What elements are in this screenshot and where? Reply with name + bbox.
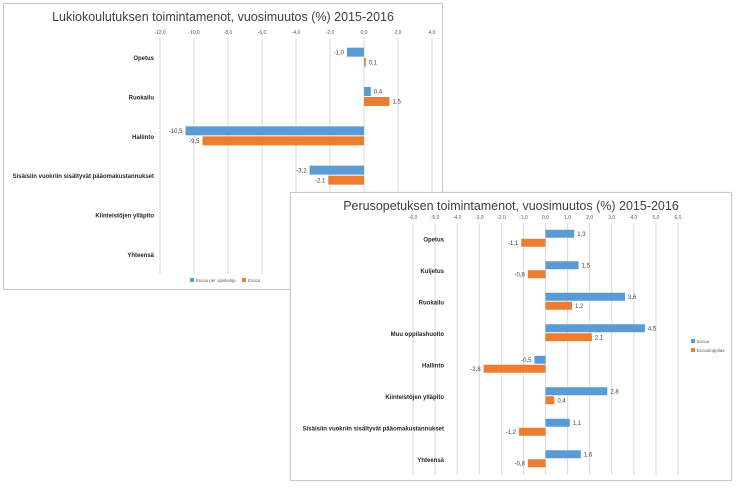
bar-orange xyxy=(527,459,546,468)
data-label: -0,8 xyxy=(514,461,525,467)
x-tick-label: 4,0 xyxy=(429,30,436,36)
data-label: -0,5 xyxy=(521,358,532,364)
bar-blue xyxy=(185,126,364,136)
x-tick-label: -5,0 xyxy=(431,215,440,221)
data-label: 1,5 xyxy=(393,100,402,106)
data-label: -10,5 xyxy=(169,129,183,135)
bar-blue xyxy=(364,87,371,96)
data-label: 1,6 xyxy=(584,452,593,458)
category-label: Yhteensä xyxy=(127,253,154,259)
data-label: -1,0 xyxy=(334,50,345,56)
data-label: 1,3 xyxy=(577,232,586,238)
bar-blue xyxy=(545,229,575,238)
x-tick-label: -8,0 xyxy=(224,30,233,36)
bar-orange xyxy=(483,364,546,373)
data-label: -1,1 xyxy=(508,241,519,247)
category-label: Sisäisiin vuokriin sisältyvät pääomakust… xyxy=(303,426,444,432)
data-label: 1,1 xyxy=(573,421,582,427)
x-tick-label: -6,0 xyxy=(258,30,267,36)
x-tick-label: 1,0 xyxy=(564,215,571,221)
data-label: 0,1 xyxy=(369,60,378,66)
x-tick-label: 4,0 xyxy=(630,215,637,221)
x-tick-label: 2,0 xyxy=(395,30,402,36)
chart-plot-perusopetus: -6,0 -5,0 -4,0 -3,0 -2,0 -1,0 0,0 1,0 2,0 3,0 4,0 5… xyxy=(303,215,725,475)
bar-orange xyxy=(519,427,546,436)
bar-orange xyxy=(521,238,546,247)
data-label: -1,2 xyxy=(506,430,517,436)
x-tick-label: -6,0 xyxy=(409,215,418,221)
bar-blue xyxy=(545,261,579,270)
bar-blue xyxy=(534,355,546,364)
bar-orange xyxy=(328,175,364,185)
x-tick-label: 0,0 xyxy=(361,30,368,36)
bar-blue xyxy=(545,418,570,427)
category-label: Ruokailu xyxy=(129,96,155,102)
bar-orange xyxy=(545,333,592,342)
x-tick-label: 5,0 xyxy=(652,215,659,221)
bar-blue xyxy=(545,387,608,396)
category-label: Muu oppilashuolto xyxy=(391,332,445,338)
bar-blue xyxy=(545,324,645,333)
chart-title: Lukiokoulutuksen toimintamenot, vuosimuu… xyxy=(52,10,394,24)
x-tick-label: -12,0 xyxy=(154,30,166,36)
bar-orange xyxy=(202,136,364,146)
x-tick-label: -3,0 xyxy=(475,215,484,221)
legend-label: Euroa xyxy=(697,339,710,344)
category-label: Kiinteistöjen ylläpito xyxy=(385,395,444,401)
legend-label: Euroa/oppilas xyxy=(697,348,725,353)
x-tick-label: -2,0 xyxy=(326,30,335,36)
data-label: -2,1 xyxy=(315,178,326,184)
category-label: Ruokailu xyxy=(419,300,445,306)
x-tick-label: -1,0 xyxy=(519,215,528,221)
data-label: -3,2 xyxy=(296,168,307,174)
legend-swatch xyxy=(242,278,246,282)
bar-blue xyxy=(545,292,625,301)
bar-orange xyxy=(527,270,546,279)
data-label: 4,5 xyxy=(648,326,657,332)
chart-lukiokoulutus: Lukiokoulutuksen toimintamenot, vuosimuu… xyxy=(3,3,443,290)
bar-blue xyxy=(545,450,581,459)
legend-label: Euroa per opiskelija xyxy=(196,278,236,283)
category-label: Opetus xyxy=(133,56,154,62)
bar-orange xyxy=(545,301,572,310)
category-label: Hallinto xyxy=(422,363,444,369)
bar-blue xyxy=(347,47,364,57)
data-label: 3,6 xyxy=(628,295,637,301)
x-tick-label: 0,0 xyxy=(542,215,549,221)
x-tick-label: -2,0 xyxy=(497,215,506,221)
category-label: Yhteensä xyxy=(417,458,444,464)
legend-swatch xyxy=(691,339,695,343)
legend-swatch xyxy=(691,348,695,352)
bar-orange xyxy=(364,57,366,67)
data-label: 1,5 xyxy=(582,263,591,269)
x-tick-label: 2,0 xyxy=(586,215,593,221)
x-tick-label: 6,0 xyxy=(675,215,682,221)
x-tick-label: -10,0 xyxy=(188,30,200,36)
chart-perusopetus: Perusopetuksen toimintamenot, vuosimuuto… xyxy=(290,192,732,481)
bar-blue xyxy=(309,165,364,175)
data-label: 1,2 xyxy=(575,304,584,310)
chart-title: Perusopetuksen toimintamenot, vuosimuuto… xyxy=(343,199,679,213)
bar-orange xyxy=(364,97,390,106)
data-label: 0,4 xyxy=(374,90,383,96)
category-label: Hallinto xyxy=(132,135,154,141)
category-label: Kuljetus xyxy=(420,269,444,275)
data-label: -0,8 xyxy=(514,272,525,278)
x-tick-label: 3,0 xyxy=(608,215,615,221)
legend-label: Euroa xyxy=(248,278,261,283)
category-label: Kiinteistöjen ylläpito xyxy=(95,214,154,220)
data-label: 2,8 xyxy=(610,389,619,395)
data-label: -9,5 xyxy=(189,139,200,145)
data-label: -2,8 xyxy=(470,367,481,373)
data-label: 2,1 xyxy=(595,335,604,341)
bar-orange xyxy=(545,396,555,405)
x-tick-label: -4,0 xyxy=(292,30,301,36)
category-label: Sisäisiin vuokriin sisältyvät pääomakust… xyxy=(13,174,154,180)
category-label: Opetus xyxy=(423,237,444,243)
legend-swatch xyxy=(190,278,194,282)
x-tick-label: -4,0 xyxy=(453,215,462,221)
data-label: 0,4 xyxy=(557,398,566,404)
